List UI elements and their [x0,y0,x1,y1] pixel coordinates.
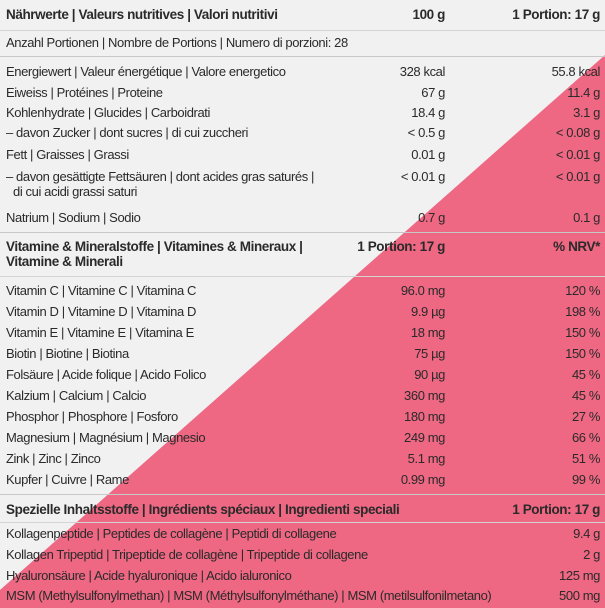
vitamins-header-portion: 1 Portion: 17 g [357,239,445,254]
row-value-portion: 3.1 g [573,105,600,120]
row-value-portion: 9.4 g [573,526,600,541]
row-value-100g: < 0.5 g [407,125,446,140]
row-label: Vitamin D | Vitamine D | Vitamina D [6,304,197,319]
row-label: Kollagen Tripeptid | Tripeptide de colla… [6,547,368,562]
row-value-portion: 5.1 mg [407,451,446,466]
divider [0,522,605,523]
row-label: Energiewert | Valeur énergétique | Valor… [6,64,286,79]
row-value-portion: 0.1 g [573,210,600,225]
row-value-nrv: 51 % [571,451,600,466]
row-label: Folsäure | Acide folique | Acido Folico [6,367,206,382]
row-value-portion: 500 mg [559,588,600,603]
divider [0,56,605,57]
row-label: Kalzium | Calcium | Calcio [6,388,147,403]
row-value-100g: 0.01 g [411,147,445,162]
row-value-nrv: 198 % [565,304,600,319]
row-value-portion: < 0.08 g [555,125,601,140]
special-header-label: Spezielle Inhaltsstoffe | Ingrédients sp… [6,502,400,517]
row-value-portion: 18 mg [410,325,446,340]
row-value-100g: 328 kcal [399,64,446,79]
row-value-portion: 90 µg [414,367,445,382]
divider [0,494,605,495]
row-label: Vitamin E | Vitamine E | Vitamina E [6,325,194,340]
row-value-portion: 75 µg [414,346,445,361]
row-label: MSM (Methylsulfonylmethan) | MSM (Méthyl… [6,588,492,603]
row-value-portion: 9.9 µg [410,304,445,319]
vitamins-header-label-continued: Vitamine & Minerali [6,254,123,269]
row-value-portion: < 0.01 g [555,147,601,162]
row-label: Kohlenhydrate | Glucides | Carboidrati [6,105,211,120]
vitamins-header-label: Vitamine & Mineralstoffe | Vitamines & M… [6,239,303,254]
row-value-nrv: 120 % [565,283,600,298]
row-label: Phosphor | Phosphore | Fosforo [6,409,178,424]
row-value-nrv: 45 % [571,367,600,382]
row-label: Kollagenpeptide | Peptides de collagène … [6,526,337,541]
row-value-portion: 11.4 g [567,85,600,100]
row-label: – davon gesättigte Fettsäuren | dont aci… [6,169,315,184]
nutrition-header-per100: 100 g [412,7,445,22]
row-label: Eiweiss | Protéines | Proteine [6,85,163,100]
special-header-portion: 1 Portion: 17 g [512,502,600,517]
row-label: Zink | Zinc | Zinco [6,451,101,466]
row-label: Natrium | Sodium | Sodio [6,210,141,225]
row-value-nrv: 150 % [565,325,600,340]
row-value-portion: < 0.01 g [555,169,601,184]
row-value-100g: 67 g [421,85,445,100]
row-value-nrv: 150 % [565,346,600,361]
divider [0,276,605,277]
row-label: Magnesium | Magnésium | Magnesio [6,430,206,445]
row-label: – davon Zucker | dont sucres | di cui zu… [6,125,248,140]
portions-label: Anzahl Portionen | Nombre de Portions | … [6,35,348,50]
row-label: Vitamin C | Vitamine C | Vitamina C [6,283,197,298]
row-label: Fett | Graisses | Grassi [6,147,129,162]
row-value-portion: 2 g [583,547,600,562]
vitamins-header-nrv: % NRV* [553,239,600,254]
row-value-portion: 125 mg [559,568,600,583]
row-value-nrv: 45 % [571,388,600,403]
row-label: Hyaluronsäure | Acide hyaluronique | Aci… [6,568,292,583]
row-label-continued: di cui acidi grassi saturi [13,184,137,199]
divider [0,232,605,233]
row-label: Biotin | Biotine | Biotina [6,346,129,361]
row-label: Kupfer | Cuivre | Rame [6,472,129,487]
nutrition-header-label: Nährwerte | Valeurs nutritives | Valori … [6,7,278,22]
row-value-100g: < 0.01 g [400,169,446,184]
row-value-portion: 96.0 mg [400,283,446,298]
row-value-portion: 180 mg [404,409,445,424]
divider [0,30,605,31]
row-value-100g: 18.4 g [411,105,445,120]
row-value-nrv: 99 % [571,472,600,487]
row-value-portion: 55.8 kcal [551,64,601,79]
row-value-nrv: 27 % [571,409,600,424]
row-value-100g: 0.7 g [418,210,445,225]
row-value-portion: 0.99 mg [400,472,446,487]
row-value-nrv: 66 % [571,430,600,445]
nutrition-header-portion: 1 Portion: 17 g [512,7,600,22]
row-value-portion: 249 mg [404,430,445,445]
row-value-portion: 360 mg [404,388,445,403]
